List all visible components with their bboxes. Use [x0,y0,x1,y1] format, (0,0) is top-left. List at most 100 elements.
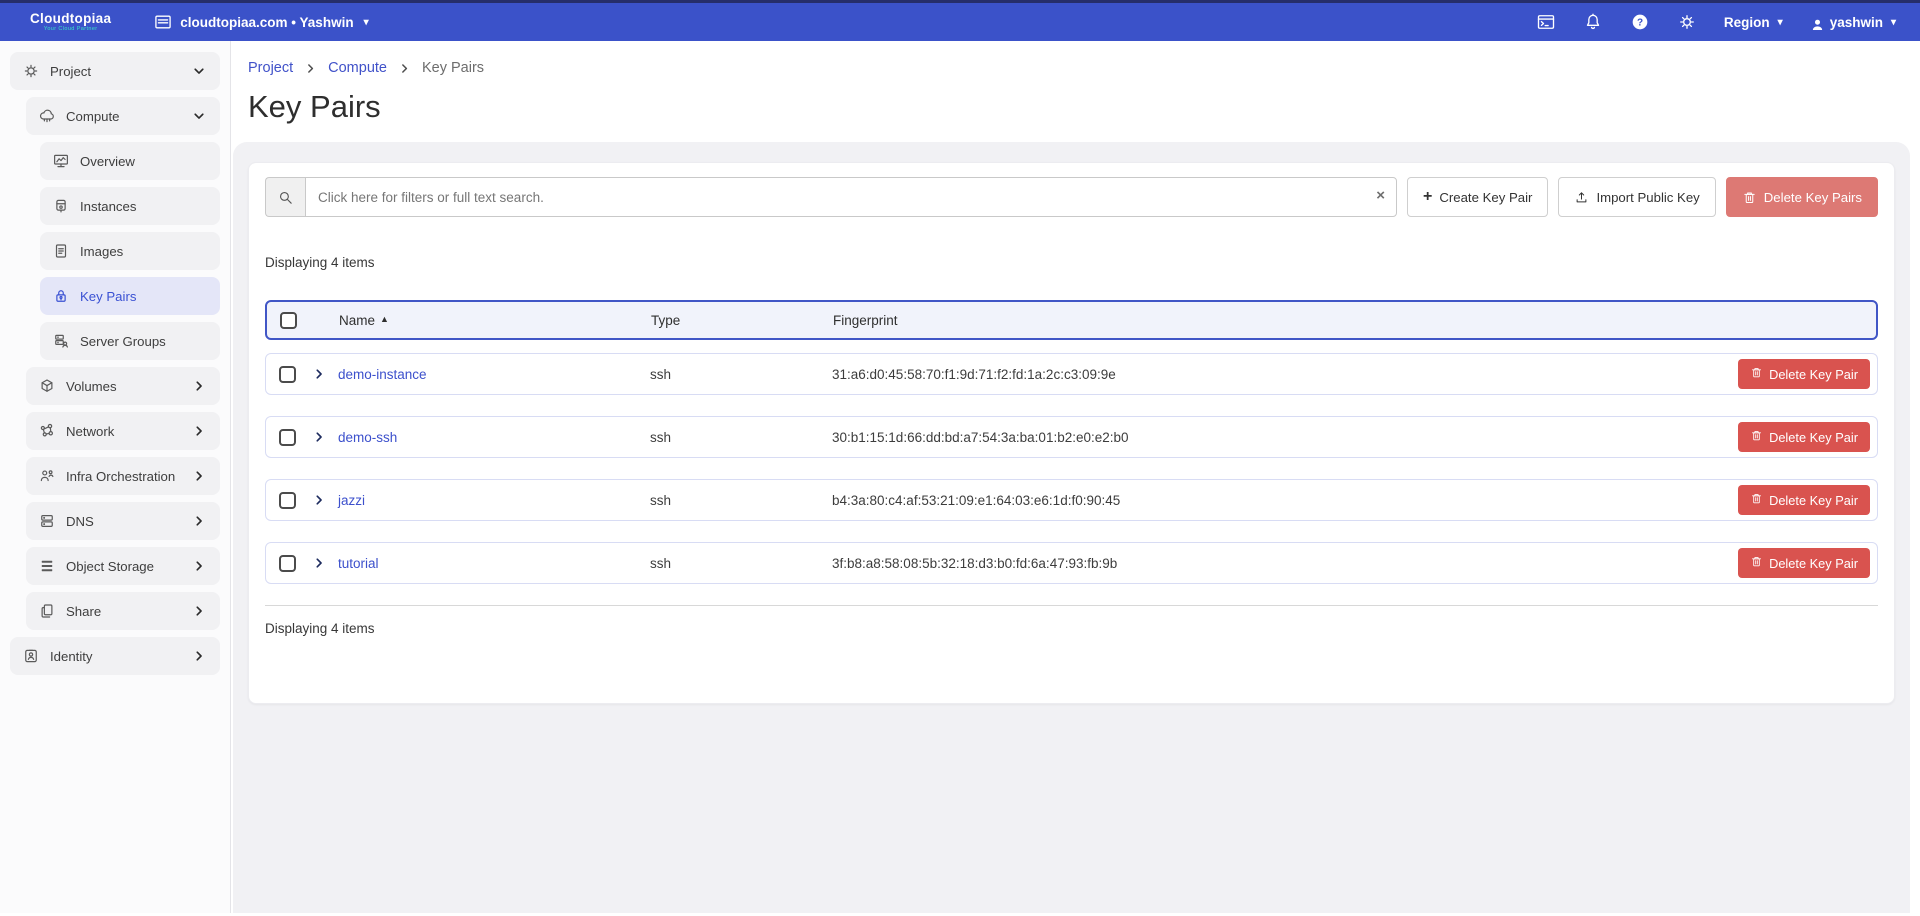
user-menu[interactable]: yashwin ▾ [1810,15,1896,30]
sidebar-item-volumes[interactable]: Volumes [26,367,220,405]
sidebar-item-label: Compute [66,109,120,124]
keypair-fingerprint: b4:3a:80:c4:af:53:21:09:e1:64:03:e6:1d:f… [832,493,1737,508]
chevron-right-icon [192,559,206,573]
sidebar-item-label: Volumes [66,379,117,394]
topbar-right-cluster: ? Region ▾ yashwin ▾ [1536,12,1896,32]
sidebar-item-server-groups[interactable]: Server Groups [40,322,220,360]
delete-key-pair-label: Delete Key Pair [1769,493,1858,508]
keypair-fingerprint: 3f:b8:a8:58:08:5b:32:18:d3:b0:fd:6a:47:9… [832,556,1737,571]
create-key-pair-button[interactable]: + Create Key Pair [1407,177,1548,217]
chevron-right-icon [192,604,206,618]
row-checkbox[interactable] [279,555,296,572]
sidebar-item-label: Key Pairs [80,289,136,304]
sidebar-item-identity[interactable]: Identity [10,637,220,675]
expand-row-icon[interactable] [312,367,326,381]
sidebar-item-dns[interactable]: DNS [26,502,220,540]
breadcrumb-compute[interactable]: Compute [328,60,387,76]
sidebar-item-label: Object Storage [66,559,154,574]
sidebar-item-label: Identity [50,649,93,664]
sidebar-item-object-storage[interactable]: Object Storage [26,547,220,585]
page-title: Key Pairs [248,89,1920,125]
sidebar-item-project[interactable]: Project [10,52,220,90]
region-label: Region [1724,15,1770,30]
search-group: × [265,177,1397,217]
sidebar-item-network[interactable]: Network [26,412,220,450]
keypair-name-link[interactable]: demo-instance [338,367,650,382]
delete-key-pair-button[interactable]: Delete Key Pair [1738,359,1870,389]
sidebar-item-key-pairs[interactable]: Key Pairs [40,277,220,315]
sidebar-item-compute[interactable]: Compute [26,97,220,135]
search-input[interactable] [305,177,1397,217]
sidebar-item-infra-orchestration[interactable]: Infra Orchestration [26,457,220,495]
expand-row-icon[interactable] [312,430,326,444]
row-checkbox[interactable] [279,366,296,383]
delete-key-pairs-button[interactable]: Delete Key Pairs [1726,177,1878,217]
keypair-fingerprint: 31:a6:d0:45:58:70:f1:9d:71:f2:fd:1a:2c:c… [832,367,1737,382]
chevron-down-icon [192,109,206,123]
delete-key-pair-label: Delete Key Pair [1769,430,1858,445]
upload-icon [1574,190,1589,205]
domain-project-menu[interactable]: cloudtopiaa.com • Yashwin ▾ [153,12,368,32]
clear-search-icon[interactable]: × [1376,186,1385,206]
delete-key-pair-button[interactable]: Delete Key Pair [1738,485,1870,515]
expand-row-icon[interactable] [312,556,326,570]
logo-tagline: Your Cloud Partner [44,27,98,33]
plus-icon: + [1423,189,1432,205]
sidebar-item-label: Images [80,244,123,259]
sidebar-item-share[interactable]: Share [26,592,220,630]
bell-icon[interactable] [1583,12,1603,32]
keypair-name-link[interactable]: demo-ssh [338,430,650,445]
chevron-right-icon [192,424,206,438]
chevron-down-icon: ▾ [1778,17,1783,28]
row-checkbox[interactable] [279,492,296,509]
keypair-type: ssh [650,556,832,571]
user-icon [1810,15,1825,30]
chevron-down-icon: ▾ [364,17,369,28]
search-icon[interactable] [265,177,305,217]
sidebar-item-instances[interactable]: Instances [40,187,220,225]
toolbar: × + Create Key Pair Import Public Key De… [265,177,1878,217]
chevron-right-icon [192,469,206,483]
console-list-icon [153,12,173,32]
project-icon [22,62,40,80]
table-header-row: Name ▲ Type Fingerprint [265,300,1878,340]
sidebar-item-label: Instances [80,199,136,214]
settings-gear-icon[interactable] [1677,12,1697,32]
sidebar-nav: Project Compute Overview Instances Images Key… [0,41,231,913]
logo-title: Cloudtopiaa [30,12,111,26]
table-row: jazzisshb4:3a:80:c4:af:53:21:09:e1:64:03… [265,479,1878,521]
trash-icon [1750,492,1763,508]
row-checkbox[interactable] [279,429,296,446]
delete-key-pair-button[interactable]: Delete Key Pair [1738,422,1870,452]
region-menu[interactable]: Region ▾ [1724,15,1783,30]
keypair-name-link[interactable]: jazzi [338,493,650,508]
select-all-checkbox[interactable] [280,312,297,329]
column-header-fingerprint[interactable]: Fingerprint [833,313,1736,328]
keypair-fingerprint: 30:b1:15:1d:66:dd:bd:a7:54:3a:ba:01:b2:e… [832,430,1737,445]
cloudtopiaa-logo[interactable]: Cloudtopiaa Your Cloud Partner [30,12,111,33]
keypair-name-link[interactable]: tutorial [338,556,650,571]
user-label: yashwin [1830,15,1883,30]
sidebar-item-images[interactable]: Images [40,232,220,270]
expand-row-icon[interactable] [312,493,326,507]
sidebar-item-overview[interactable]: Overview [40,142,220,180]
terminal-window-icon[interactable] [1536,12,1556,32]
sidebar-item-label: Project [50,64,91,79]
delete-key-pair-button[interactable]: Delete Key Pair [1738,548,1870,578]
overview-icon [52,152,70,170]
keypair-type: ssh [650,430,832,445]
chevron-right-icon [192,649,206,663]
trash-icon [1750,555,1763,571]
import-public-key-button[interactable]: Import Public Key [1558,177,1715,217]
breadcrumb: Project Compute Key Pairs [248,60,1920,76]
breadcrumb-project[interactable]: Project [248,60,293,76]
trash-icon [1750,366,1763,382]
table-row: demo-sshssh30:b1:15:1d:66:dd:bd:a7:54:3a… [265,416,1878,458]
trash-icon [1742,190,1757,205]
column-header-name[interactable]: Name ▲ [339,313,651,328]
server-groups-icon [52,332,70,350]
sidebar-item-label: Network [66,424,114,439]
help-icon[interactable]: ? [1630,12,1650,32]
column-header-type[interactable]: Type [651,313,833,328]
breadcrumb-key-pairs: Key Pairs [422,60,484,76]
